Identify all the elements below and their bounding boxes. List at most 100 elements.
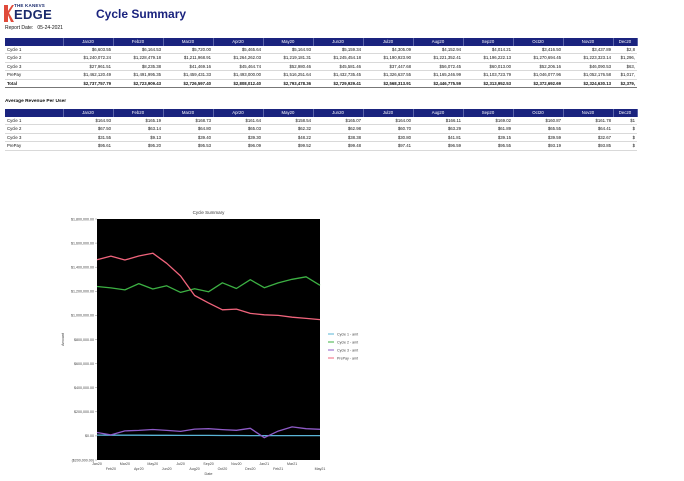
x-tick-label: Mar20 [120,462,130,466]
column-header: Jun20 [313,109,364,117]
table-cell: $39.40 [163,133,213,142]
table-cell: $97.41 [363,141,413,151]
column-header: Jan20 [63,38,114,46]
x-tick-label: Apr20 [134,467,144,471]
table-cell: $2,729,929.41 [313,79,363,88]
x-tick-label: Jan20 [92,462,102,466]
y-tick-label: $800,000.00 [74,338,94,342]
table-cell: $93.19 [513,141,563,151]
table-cell: $ [613,133,637,142]
report-date-value: 05-24-2021 [37,25,63,31]
table-cell: $1,264,262.03 [213,53,263,63]
column-header: Sep20 [463,109,514,117]
table-cell: $161.64 [213,116,263,125]
table-cell: $166.11 [413,116,463,125]
table-cell: $37,447.68 [363,62,413,71]
column-header: Jun20 [313,38,364,46]
column-header: Jan20 [63,109,114,117]
table-cell: $2,737,757.79 [63,79,113,88]
table-cell: $63.14 [113,124,163,134]
table-row: Cycle 2 $1,240,072.24 $1,228,479.18 $1,211,… [5,53,637,63]
legend-label: Cycle 1 - amt [337,332,358,336]
table-cell: $32.67 [563,133,613,142]
table-row: Cycle 1 $164.93 $165.19 $168.73 $161.64 $158.… [5,116,637,125]
column-header: May20 [263,109,314,117]
table-row: PrePay $95.61 $95.20 $95.53 $96.09 $99.52 $99.… [5,141,637,151]
table-cell: $41,469.16 [163,62,213,71]
y-tick-label: $1,000,000.00 [71,314,94,318]
table-row: Cycle 1 $6,603.55 $6,164.53 $5,720.00 $5,465… [5,45,637,54]
table-cell: $1,432,735.45 [313,70,363,80]
table-cell: $93.85 [563,141,613,151]
table-cell: $39.59 [513,133,563,142]
y-tick-label: $1,200,000.00 [71,290,94,294]
table-cell: $2,808,012.40 [213,79,263,88]
table-row: Cycle 2 $67.50 $63.14 $64.80 $65.03 $62.32 $62… [5,124,637,134]
table-cell: $65.55 [513,124,563,134]
y-tick-label: $600,000.00 [74,362,94,366]
x-tick-label: Jun20 [162,467,172,471]
column-header: Mar20 [163,38,214,46]
table-cell: $45,581.46 [313,62,363,71]
y-tick-label: $400,000.00 [74,386,94,390]
table-cell: $5,159.34 [313,45,363,54]
cycle-summary-chart: Cycle Summary $1,800,000.00 $1,600,000.00 $… [61,210,358,476]
table-cell: $1,196,222.13 [463,53,513,63]
x-tick-label: Aug20 [189,467,199,471]
table-cell: $60.70 [363,124,413,134]
table-cell: $1,219,181.31 [263,53,313,63]
table-cell: $1,223,323.14 [563,53,613,63]
column-header: Sep20 [463,38,514,46]
table-cell: $41.81 [413,133,463,142]
x-tick-label: Mar21 [287,462,297,466]
row-label: PrePay [5,70,63,80]
table-cell: $95.61 [63,141,113,151]
column-header: Feb20 [113,109,164,117]
column-header: Dec20 [613,109,638,117]
row-label: Cycle 2 [5,53,63,63]
table-cell: $64.80 [163,124,213,134]
table-cell: $2,726,597.40 [163,79,213,88]
column-header: Aug20 [413,109,464,117]
table-cell: $ [613,141,637,151]
table-cell: $6,164.53 [113,45,163,54]
table-cell: $1,493,000.00 [213,70,263,80]
table-cell: $1,052,176.58 [563,70,613,80]
table-cell: $63.29 [413,124,463,134]
table-cell: $3,437.89 [563,45,613,54]
table-cell: $4,014.21 [463,45,513,54]
legend-label: PrePay - amt [337,356,358,360]
table-cell: $1,165,246.99 [413,70,463,80]
header-blank [5,109,64,117]
x-tick-label: May20 [147,462,158,466]
table-cell: $1,462,120.49 [63,70,113,80]
table-cell: $2,723,909.43 [113,79,163,88]
table-cell: $63, [613,62,637,71]
legend-label: Cycle 2 - amt [337,340,358,344]
legend-label: Cycle 3 - amt [337,348,358,352]
x-tick-label: Sep20 [203,462,213,466]
header-blank [5,38,64,46]
cycle-summary-table: Jan20 Feb20 Mar20 Apr20 May20 Jun20 Jul20 Aug20… [5,38,638,88]
table-cell: $5,164.93 [263,45,313,54]
series-line [96,426,321,439]
y-tick-label: $0.00 [85,434,94,438]
table-cell: $161.78 [563,116,613,125]
table-cell: $1,211,968.91 [163,53,213,63]
table-cell: $2,379, [613,79,637,88]
column-header: Aug20 [413,38,464,46]
x-tick-label: Feb20 [106,467,116,471]
table-cell: $62.32 [263,124,313,134]
column-header: Oct20 [513,38,564,46]
logo-big-text: EDGE [14,7,53,22]
row-label: Cycle 3 [5,62,63,71]
column-header: May20 [263,38,314,46]
table-cell: $2,313,952.53 [463,79,513,88]
table-cell: $61.89 [463,124,513,134]
table-cell: $62.98 [313,124,363,134]
table-cell: $1,046,077.96 [513,70,563,80]
y-tick-label: $200,000.00 [74,410,94,414]
table-cell: $1,516,251.64 [263,70,313,80]
arpu-table: Jan20 Feb20 Mar20 Apr20 May20 Jun20 Jul20 Aug20… [5,109,638,151]
table-cell: $65.03 [213,124,263,134]
